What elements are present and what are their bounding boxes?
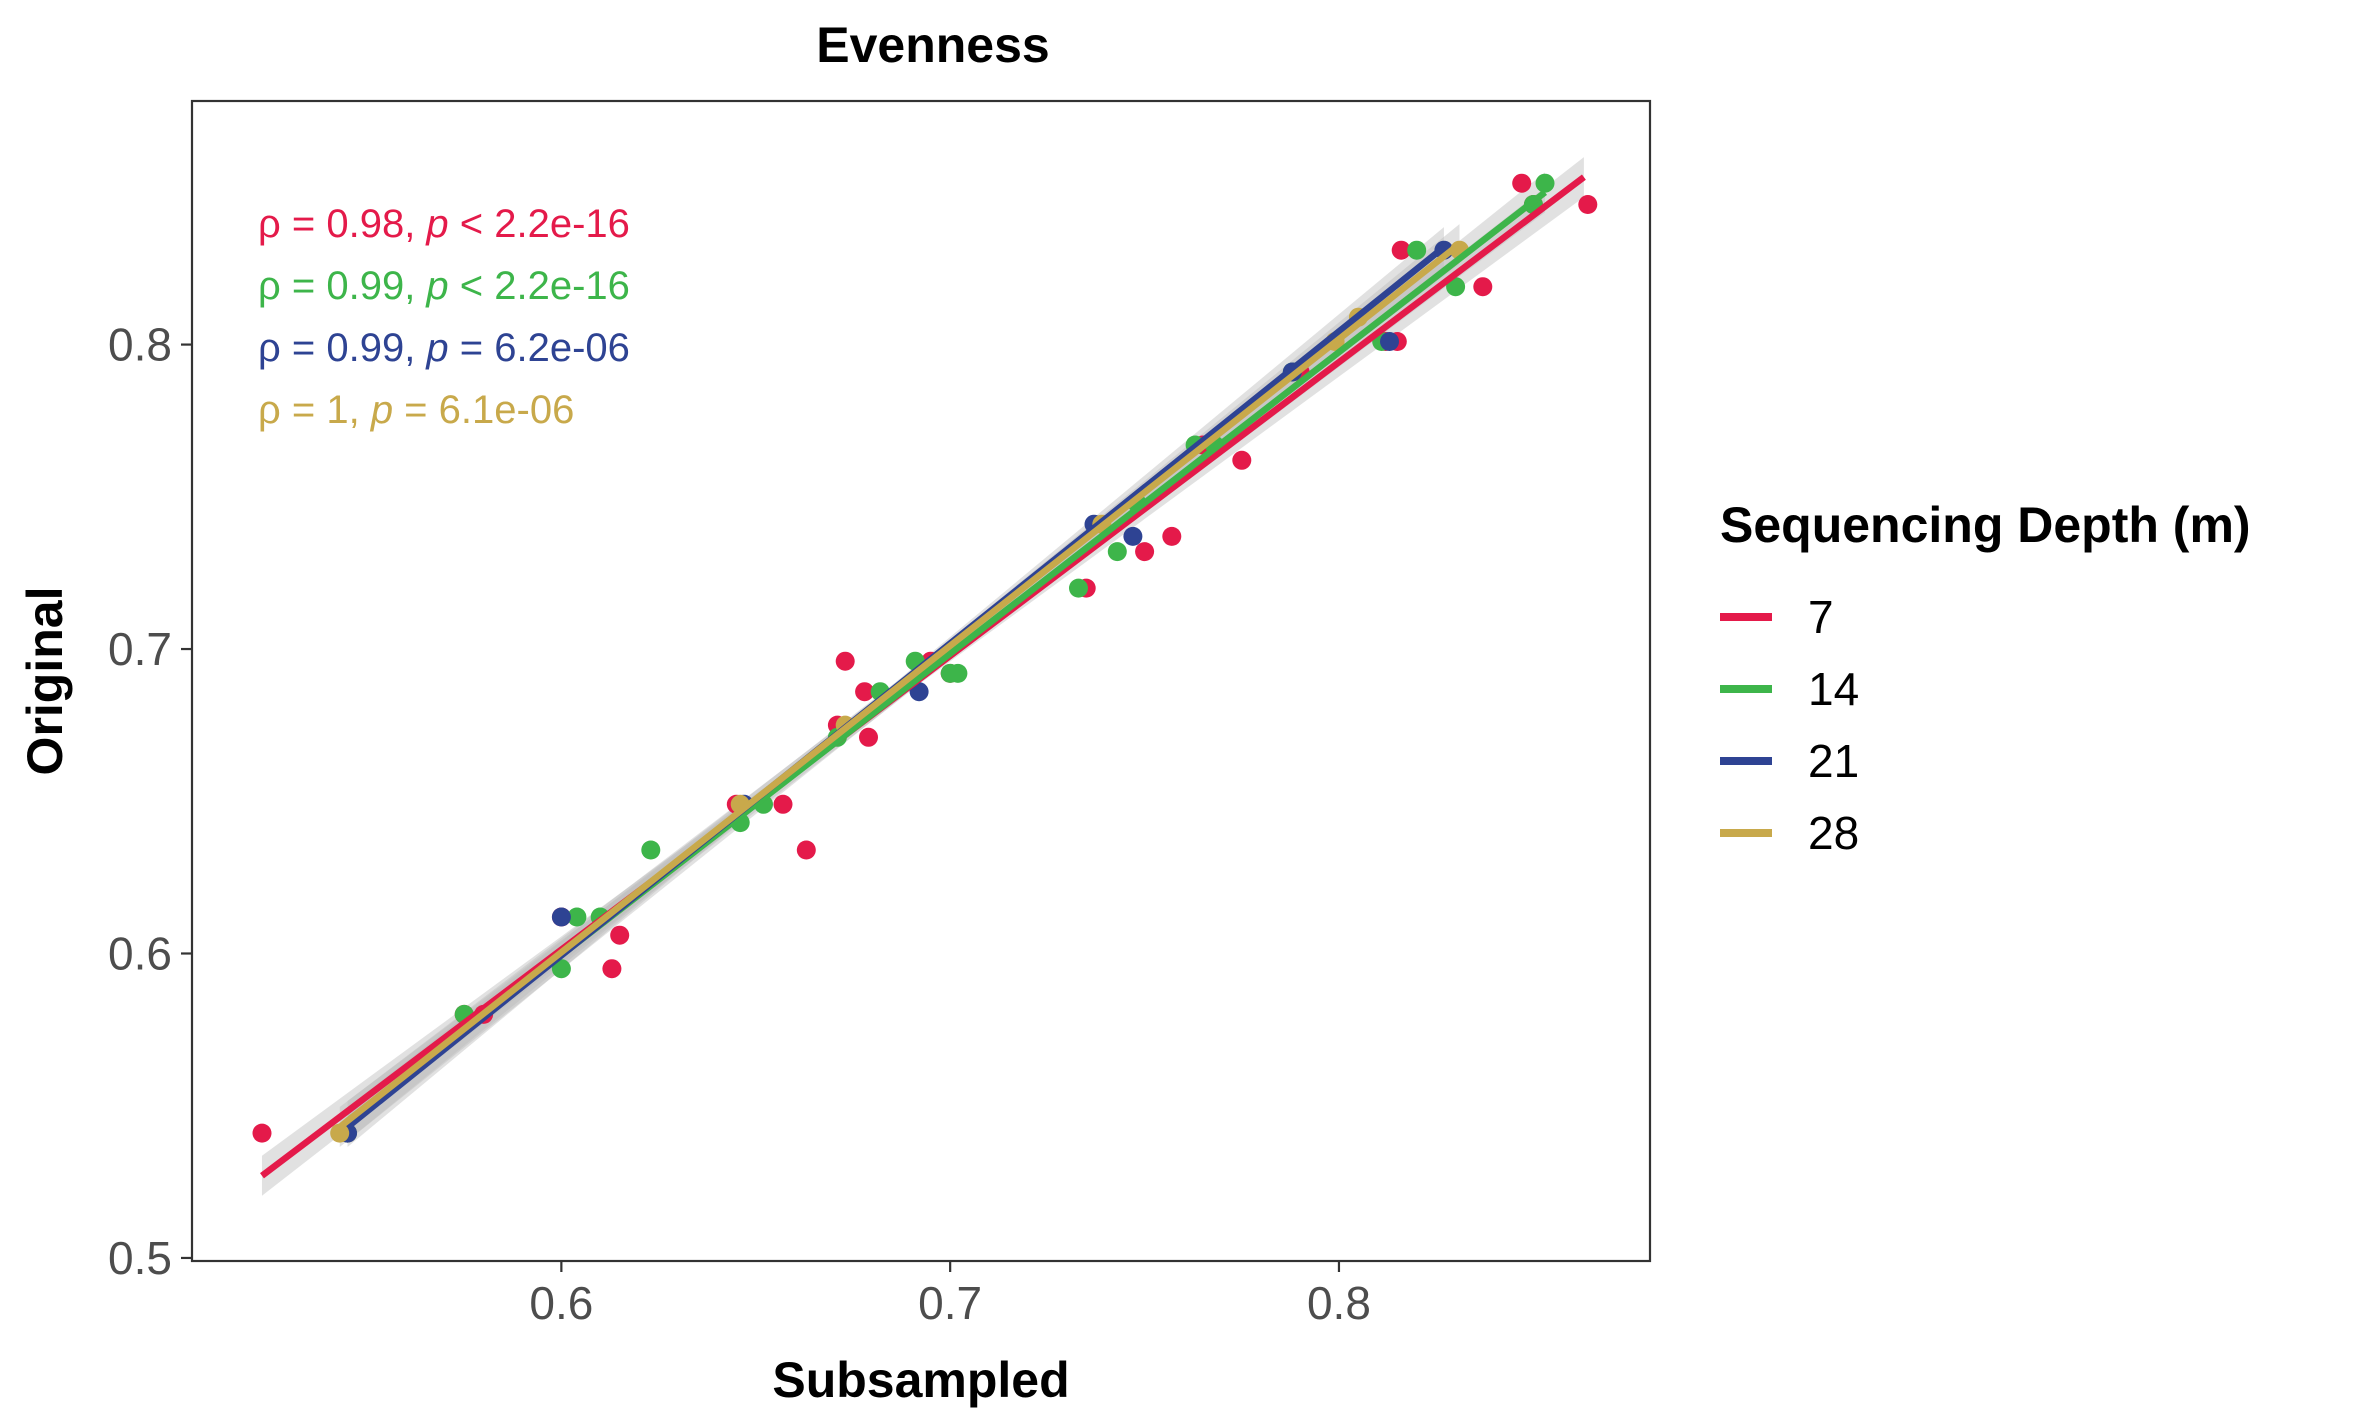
regression-lines <box>260 174 1586 1179</box>
correlation-annotation-series-14: ρ = 0.99, p < 2.2e-16 <box>258 264 630 308</box>
data-point-series-14 <box>1407 240 1427 260</box>
data-point-series-28 <box>330 1123 350 1143</box>
data-point-series-21 <box>551 907 571 927</box>
data-point-series-14 <box>948 663 968 683</box>
data-point-series-7 <box>1473 277 1493 297</box>
data-point-series-14 <box>641 840 661 860</box>
data-point-series-14 <box>1535 173 1555 193</box>
data-point-series-7 <box>773 794 793 814</box>
y-tick-label: 0.7 <box>108 623 172 675</box>
data-point-series-7 <box>1578 195 1598 214</box>
data-point-series-7 <box>1162 526 1182 546</box>
x-axis: 0.6 0.7 0.8 <box>529 1261 1371 1329</box>
data-point-series-14 <box>1069 578 1088 598</box>
data-point-series-7 <box>1512 173 1532 193</box>
data-point-series-21 <box>1380 332 1399 351</box>
x-axis-title: Subsampled <box>772 1352 1069 1408</box>
legend-label-series-21: 21 <box>1808 735 1859 787</box>
legend-label-series-7: 7 <box>1808 591 1834 643</box>
y-tick-label: 0.8 <box>108 319 172 371</box>
y-tick-label: 0.5 <box>108 1232 172 1284</box>
correlation-annotations: ρ = 0.98, p < 2.2e-16 ρ = 0.99, p < 2.2e-… <box>258 202 630 432</box>
data-point-series-7 <box>796 840 816 860</box>
data-point-series-7 <box>859 727 878 747</box>
legend-title: Sequencing Depth (m) <box>1720 497 2251 553</box>
x-tick-label: 0.8 <box>1307 1277 1371 1329</box>
x-tick-label: 0.7 <box>918 1277 982 1329</box>
data-point-series-14 <box>1107 542 1127 562</box>
x-tick-label: 0.6 <box>529 1277 593 1329</box>
data-point-series-14 <box>551 959 571 979</box>
correlation-annotation-series-21: ρ = 0.99, p = 6.2e-06 <box>258 326 630 370</box>
y-axis: 0.5 0.6 0.7 0.8 <box>108 319 192 1284</box>
data-point-series-7 <box>610 925 630 945</box>
fit-line-series-28 <box>337 241 1462 1130</box>
data-point-series-7 <box>855 682 875 702</box>
data-point-series-7 <box>1391 240 1411 260</box>
data-point-series-14 <box>567 907 587 927</box>
legend: Sequencing Depth (m) 7 14 21 28 <box>1720 497 2251 859</box>
legend-label-series-14: 14 <box>1808 663 1859 715</box>
correlation-annotation-series-28: ρ = 1, p = 6.1e-06 <box>258 388 574 432</box>
data-point-series-7 <box>1135 542 1155 562</box>
data-point-series-7 <box>252 1123 272 1143</box>
data-point-series-14 <box>1446 277 1466 297</box>
correlation-annotation-series-7: ρ = 0.98, p < 2.2e-16 <box>258 202 630 246</box>
data-point-series-7 <box>602 959 622 979</box>
plot-panel-border <box>190 99 1652 1263</box>
y-tick-label: 0.6 <box>108 927 172 979</box>
chart-title: Evenness <box>816 17 1049 73</box>
legend-label-series-28: 28 <box>1808 807 1859 859</box>
data-point-series-7 <box>835 651 855 671</box>
data-point-series-7 <box>1232 450 1252 470</box>
data-point-series-21 <box>1123 526 1143 546</box>
y-axis-title: Original <box>17 587 73 776</box>
